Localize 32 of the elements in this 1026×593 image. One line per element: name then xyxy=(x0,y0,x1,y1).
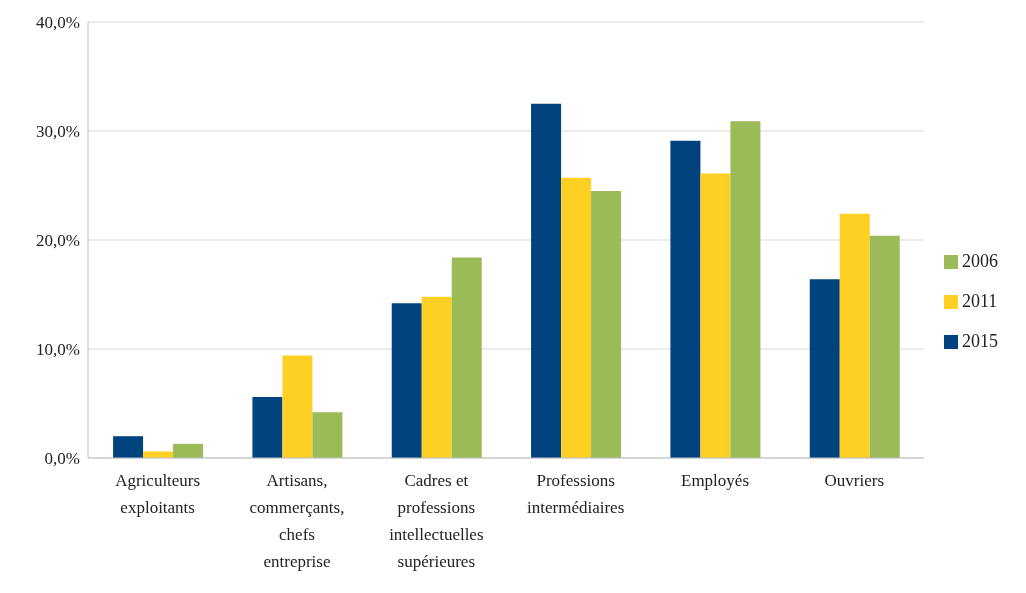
x-tick-label: Ouvriers xyxy=(824,471,885,490)
bar xyxy=(451,257,482,458)
bar xyxy=(421,296,452,458)
y-tick-label: 40,0% xyxy=(36,13,80,33)
bar xyxy=(730,121,761,458)
x-tick-label: Professions intermédiaires xyxy=(527,471,625,517)
bar xyxy=(173,443,204,458)
legend-label: 2011 xyxy=(962,290,998,311)
bar xyxy=(809,279,840,458)
bar xyxy=(312,412,343,458)
y-tick-label: 0,0% xyxy=(44,449,80,469)
bar xyxy=(252,396,283,458)
x-tick-label: Artisans, commerçants, chefs entreprise xyxy=(249,471,345,571)
x-tick-label: Cadres et professions intellectuelles supérieures xyxy=(389,471,484,571)
bar xyxy=(670,140,701,458)
y-tick-label: 20,0% xyxy=(36,231,80,251)
bar xyxy=(391,303,422,458)
x-tick-label: Agriculteurs exploitants xyxy=(115,471,201,517)
x-tick-label: Employés xyxy=(681,471,749,490)
legend-label: 2006 xyxy=(962,250,998,271)
y-tick-label: 30,0% xyxy=(36,122,80,142)
bar xyxy=(700,173,731,458)
bar xyxy=(282,355,313,458)
legend-label: 2015 xyxy=(962,330,998,351)
bar xyxy=(531,103,562,458)
bar xyxy=(143,451,174,458)
bar xyxy=(561,177,592,458)
y-tick-label: 10,0% xyxy=(36,340,80,360)
bar xyxy=(113,436,144,458)
bar xyxy=(869,235,900,458)
bar xyxy=(839,213,870,458)
bar xyxy=(591,190,622,458)
